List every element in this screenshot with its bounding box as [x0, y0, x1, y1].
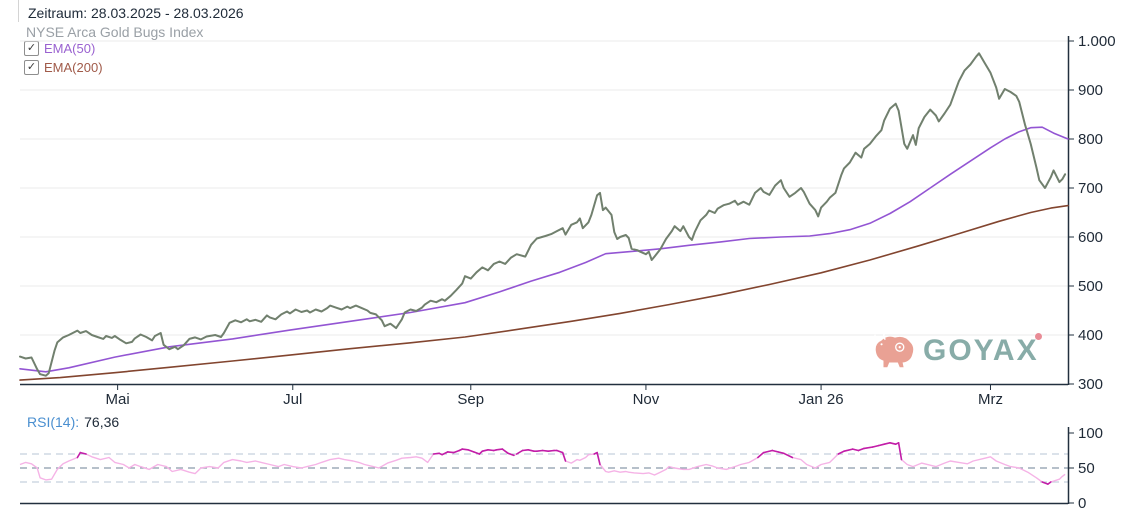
rsi-label: RSI(14): [27, 414, 80, 430]
rsi-line-extreme [495, 448, 504, 451]
rsi-line-extreme [851, 448, 860, 452]
rsi-line-extreme [877, 443, 886, 447]
rsi-y-tick-label: 50 [1078, 460, 1095, 477]
rsi-line-extreme [547, 449, 555, 453]
rsi-line-extreme [889, 441, 897, 446]
rsi-line-extreme [541, 449, 550, 453]
y-tick-label: 600 [1078, 229, 1103, 246]
y-tick-label: 1.000 [1078, 33, 1116, 50]
rsi-line-extreme [561, 451, 567, 462]
page-border-line [18, 0, 19, 22]
rsi-y-tick-label: 100 [1078, 425, 1103, 442]
y-tick-label: 900 [1078, 82, 1103, 99]
checkmark-icon: ✓ [26, 61, 37, 73]
rsi-line-extreme [771, 449, 779, 453]
rsi-line-extreme [472, 451, 481, 455]
rsi-line-extreme [79, 451, 87, 455]
x-tick-label: Jul [283, 391, 302, 408]
x-tick-label: Mrz [978, 391, 1003, 408]
rsi-line-extreme [461, 448, 469, 451]
rsi-line-extreme [777, 451, 785, 455]
rsi-line-extreme [863, 446, 874, 450]
ema200-toggle[interactable]: ✓ EMA(200) [24, 60, 103, 75]
rsi-y-tick-label: 0 [1078, 495, 1086, 512]
series-ema200 [19, 204, 1069, 381]
y-tick-label: 800 [1078, 131, 1103, 148]
rsi-header: RSI(14): 76,36 [27, 414, 119, 430]
rsi-line-extreme [857, 447, 865, 452]
rsi-line-extreme [757, 451, 765, 459]
rsi-line-extreme [441, 451, 449, 456]
ema200-checkbox[interactable]: ✓ [24, 60, 39, 75]
rsi-line-extreme [515, 449, 524, 455]
ema200-label: EMA(200) [44, 60, 103, 75]
rsi-line-extreme [762, 449, 774, 454]
period-label: Zeitraum: 28.03.2025 - 28.03.2026 [28, 5, 244, 21]
indicator-legend: ✓ EMA(50) ✓ EMA(200) [24, 41, 103, 75]
series-ema50 [19, 126, 1069, 373]
checkmark-icon: ✓ [26, 42, 37, 54]
x-tick-label: Mai [106, 391, 130, 408]
rsi-line-extreme [432, 452, 441, 455]
x-tick-label: Jan 26 [799, 391, 844, 408]
rsi-line-extreme [452, 449, 461, 454]
rsi-line-extreme [501, 448, 509, 455]
rsi-line-extreme [527, 448, 535, 453]
rsi-line-extreme [897, 441, 903, 461]
rsi-line-extreme [521, 448, 530, 452]
y-tick-label: 300 [1078, 376, 1103, 393]
rsi-line-extreme [782, 452, 794, 459]
y-tick-label: 500 [1078, 278, 1103, 295]
rsi-line-extreme [1041, 481, 1049, 485]
rsi-line-extreme [446, 451, 455, 454]
rsi-line [19, 442, 1066, 485]
rsi-line-extreme [1047, 481, 1052, 485]
rsi-line-extreme [481, 448, 489, 453]
rsi-line-extreme [837, 450, 845, 455]
ema50-label: EMA(50) [44, 41, 96, 56]
series-price [19, 52, 1067, 377]
rsi-line-extreme [556, 449, 564, 454]
y-tick-label: 700 [1078, 180, 1103, 197]
rsi-line-extreme [596, 451, 601, 466]
rsi-line-extreme [883, 441, 891, 446]
rsi-line-extreme [467, 448, 475, 453]
y-tick-label: 400 [1078, 327, 1103, 344]
rsi-line-extreme [843, 448, 854, 453]
x-tick-label: Sep [457, 391, 484, 408]
rsi-line-extreme [76, 451, 82, 459]
x-tick-label: Nov [633, 391, 660, 408]
rsi-line-extreme [487, 448, 495, 452]
index-name: NYSE Arca Gold Bugs Index [26, 24, 204, 40]
rsi-value: 76,36 [84, 414, 120, 430]
rsi-line-extreme [871, 444, 880, 448]
rsi-line-extreme [535, 449, 544, 453]
rsi-line-extreme [507, 452, 515, 457]
